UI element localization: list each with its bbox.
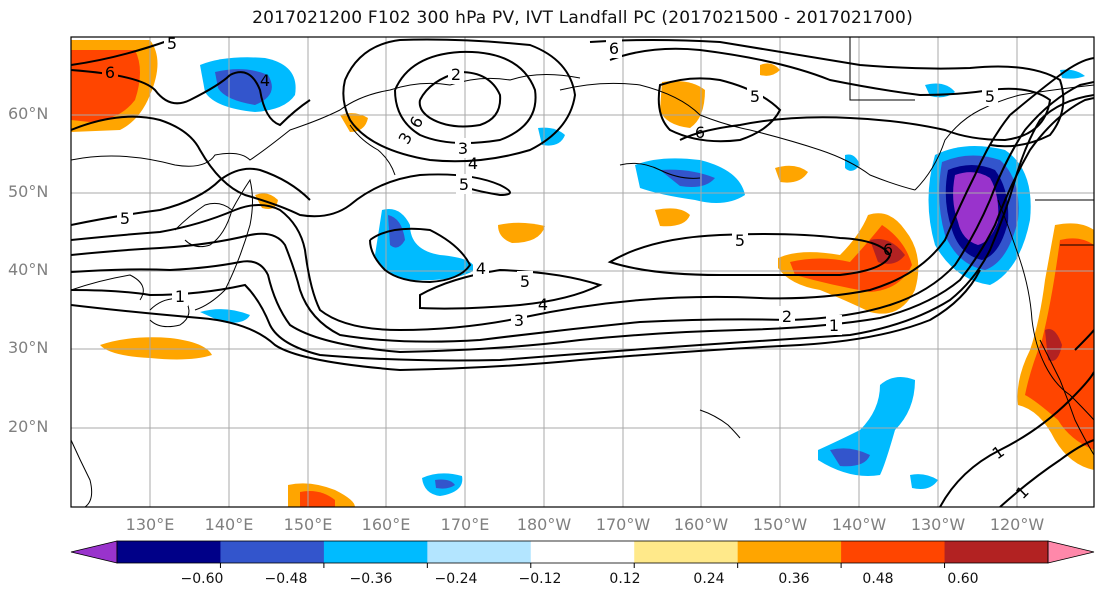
lon-label: 150°W xyxy=(752,515,808,534)
lon-label: 160°E xyxy=(361,515,411,534)
contour-label: 4 xyxy=(538,295,548,314)
lat-label: 60°N xyxy=(8,104,49,123)
colorbar-tick-label: 0.48 xyxy=(862,571,894,587)
lat-label: 40°N xyxy=(8,260,49,279)
map-title: 2017021200 F102 300 hPa PV, IVT Landfall… xyxy=(252,8,913,28)
contour-label: 1 xyxy=(829,316,839,335)
contour-label: 5 xyxy=(167,34,177,53)
contour-label: 4 xyxy=(476,259,486,278)
positive-anomaly xyxy=(300,491,335,507)
positive-anomaly xyxy=(498,222,545,243)
lat-label: 20°N xyxy=(8,417,49,436)
lon-label: 180°W xyxy=(516,515,572,534)
positive-anomaly xyxy=(775,165,808,183)
pv-contours xyxy=(71,38,1094,507)
positive-anomaly xyxy=(100,337,212,360)
lon-label: 170°E xyxy=(440,515,490,534)
map-frame xyxy=(70,36,1095,508)
negative-anomaly xyxy=(845,154,860,171)
negative-anomaly xyxy=(830,448,870,467)
lon-label: 160°W xyxy=(673,515,729,534)
positive-anomaly xyxy=(1045,329,1062,361)
colorbar-tick-label: −0.48 xyxy=(264,571,308,587)
contour-label: 4 xyxy=(260,71,270,90)
contour-labels: 6 5 4 5 3 6 2 6 3 4 5 6 5 5 4 5 4 3 1 5 … xyxy=(102,34,1033,503)
lon-label: 120°W xyxy=(989,515,1045,534)
contour-label: 2 xyxy=(782,307,792,326)
contour-label: 5 xyxy=(459,175,469,194)
lon-label: 130°E xyxy=(125,515,175,534)
negative-anomaly xyxy=(953,172,999,245)
contour-label: 3 xyxy=(514,311,524,330)
lon-label: 130°W xyxy=(910,515,966,534)
colorbar-tick-label: −0.12 xyxy=(518,571,562,587)
shaded-anomalies xyxy=(71,40,1094,507)
contour-label: 5 xyxy=(750,87,760,106)
contour-label: 2 xyxy=(451,65,461,84)
positive-anomaly xyxy=(71,50,140,122)
lon-label: 170°W xyxy=(595,515,651,534)
contour-label: 6 xyxy=(883,240,893,259)
colorbar-tick-label: 0.60 xyxy=(947,571,979,587)
positive-anomaly xyxy=(760,63,780,76)
lon-label: 140°E xyxy=(204,515,254,534)
contour-label: 5 xyxy=(520,272,530,291)
negative-anomaly xyxy=(388,215,405,248)
contour-label: 6 xyxy=(695,123,705,142)
negative-anomaly xyxy=(910,474,938,489)
colorbar-tick-label: −0.24 xyxy=(434,571,478,587)
lon-label: 150°E xyxy=(283,515,333,534)
lat-label: 30°N xyxy=(8,338,49,357)
contour-label: 6 xyxy=(609,39,619,58)
colorbar-tick-label: 0.24 xyxy=(693,571,725,587)
negative-anomaly xyxy=(435,479,455,489)
contour-label: 5 xyxy=(735,231,745,250)
positive-anomaly xyxy=(660,81,705,128)
contour-label: 5 xyxy=(120,209,130,228)
colorbar-tick-label: −0.60 xyxy=(180,571,224,587)
contour-label: 5 xyxy=(985,87,995,106)
contour-label: 6 xyxy=(105,63,115,82)
colorbar-tick-label: 0.36 xyxy=(778,571,810,587)
colorbar-tick-label: −0.36 xyxy=(349,571,393,587)
negative-anomaly xyxy=(200,309,250,323)
lon-label: 140°W xyxy=(831,515,887,534)
negative-anomaly xyxy=(1060,69,1085,79)
colorbar-tick-label: 0.12 xyxy=(609,571,641,587)
contour-label: 4 xyxy=(468,154,478,173)
contour-label: 1 xyxy=(175,287,185,306)
positive-anomaly xyxy=(340,113,368,132)
contour-label: 3 xyxy=(458,139,468,158)
lat-label: 50°N xyxy=(8,182,49,201)
positive-anomaly xyxy=(655,208,690,227)
